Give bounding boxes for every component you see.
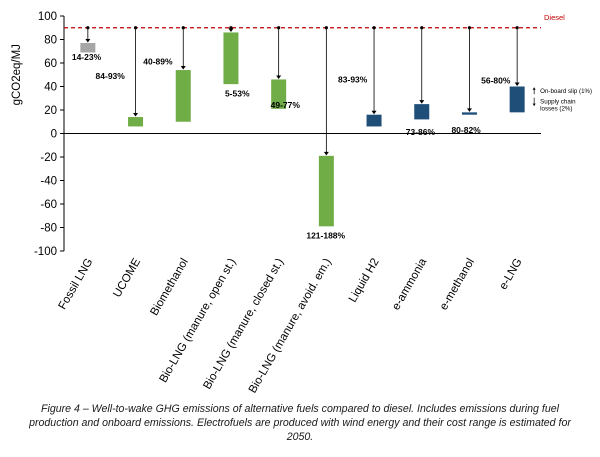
arrowhead-7	[419, 100, 425, 104]
category-label-8: e-methanol	[438, 257, 477, 313]
arrow-origin-3	[229, 26, 233, 30]
bar-5	[318, 155, 334, 227]
bar-0	[80, 43, 96, 53]
bar-9	[509, 86, 525, 113]
reduction-label-3: 5-53%	[225, 88, 250, 98]
supply-chain-note-1: Supply chain	[540, 99, 576, 106]
category-label-9: e-LNG	[497, 256, 524, 291]
bar-6	[366, 114, 382, 127]
category-label-2: Biomethanol	[148, 257, 190, 318]
arrowhead-4	[276, 75, 282, 79]
reduction-labels: 14-23% 84-93% 40-89% 5-53% 49-77% 121-188% 83-…	[72, 52, 511, 241]
category-label-5: Bio-LNG (manure, avoid. em.)	[247, 256, 334, 395]
arrowhead-5	[323, 151, 329, 156]
arrowhead-8	[466, 108, 472, 112]
y-tick-label: -80	[40, 223, 57, 235]
reduction-label-1: 84-93%	[96, 71, 126, 81]
reduction-label-2: 40-89%	[143, 57, 173, 67]
supply-chain-note-2: losses (2%)	[540, 106, 572, 113]
diesel-label: Diesel	[544, 13, 565, 22]
y-tick-label: -60	[40, 199, 57, 211]
arrow-origin-0	[86, 26, 90, 30]
onboard-slip-note: On-board slip (1%)	[540, 88, 592, 95]
y-tick-label: 0	[51, 129, 57, 141]
bars	[80, 32, 525, 227]
y-tick-label: 80	[44, 35, 57, 47]
y-tick-label: -40	[40, 176, 57, 188]
bar-8	[461, 112, 477, 115]
arrowhead-1	[133, 113, 139, 117]
reduction-label-5: 121-188%	[306, 231, 345, 241]
category-label-4: Bio-LNG (manure, closed st.)	[201, 256, 286, 391]
arrow-origin-9	[515, 26, 519, 30]
y-tick-label: 20	[44, 105, 57, 117]
y-tick-label: -20	[40, 152, 57, 164]
bar-1	[128, 117, 144, 127]
note-arrowhead-1	[532, 87, 536, 90]
bar-3	[223, 32, 239, 85]
category-label-7: e-ammonia	[390, 256, 429, 312]
y-axis-title: gCO2eq/MJ	[11, 44, 23, 105]
reduction-label-8: 80-82%	[451, 125, 481, 135]
y-tick-label: 100	[38, 11, 57, 23]
reduction-label-0: 14-23%	[72, 52, 102, 62]
y-tick-label: 60	[44, 58, 57, 70]
reduction-label-6: 83-93%	[338, 74, 368, 84]
figure-caption: Figure 4 – Well-to-wake GHG emissions of…	[29, 403, 571, 443]
chart: -100 -80 -60 -40 -20 0 20 40 60 80 100 Diesel 14-2…	[11, 11, 592, 395]
bar-7	[414, 104, 430, 120]
arrow-origin-6	[372, 26, 376, 30]
arrow-origin-8	[467, 26, 472, 30]
arrowhead-3	[228, 28, 234, 32]
bar-2	[175, 70, 191, 122]
arrow-origin-1	[133, 26, 138, 30]
arrow-origin-5	[324, 26, 328, 30]
reduction-label-4: 49-77%	[271, 100, 301, 110]
reduction-arrows	[85, 26, 520, 156]
arrow-origin-7	[420, 26, 424, 30]
y-axis: -100 -80 -60 -40 -20 0 20 40 60 80 100	[34, 11, 65, 258]
arrowhead-0	[85, 39, 91, 43]
category-label-6: Liquid H2	[347, 257, 382, 305]
x-axis-labels: Fossil LNG UCOME Biomethanol Bio-LNG (manur…	[57, 256, 525, 395]
arrow-origin-2	[181, 26, 185, 30]
y-tick-label: 40	[44, 82, 57, 94]
category-label-0: Fossil LNG	[57, 256, 96, 311]
reduction-label-7: 73-86%	[406, 127, 436, 137]
diesel-reference: Diesel	[64, 13, 565, 29]
note-arrowhead-2	[532, 103, 536, 107]
bar-4	[271, 79, 287, 109]
arrowhead-2	[180, 66, 186, 70]
arrowhead-6	[371, 110, 377, 115]
arrow-origin-4	[277, 26, 281, 30]
category-label-1: UCOME	[111, 256, 143, 299]
y-tick-label: -100	[34, 246, 57, 258]
reduction-label-9: 56-80%	[481, 75, 511, 85]
arrowhead-9	[514, 82, 520, 86]
